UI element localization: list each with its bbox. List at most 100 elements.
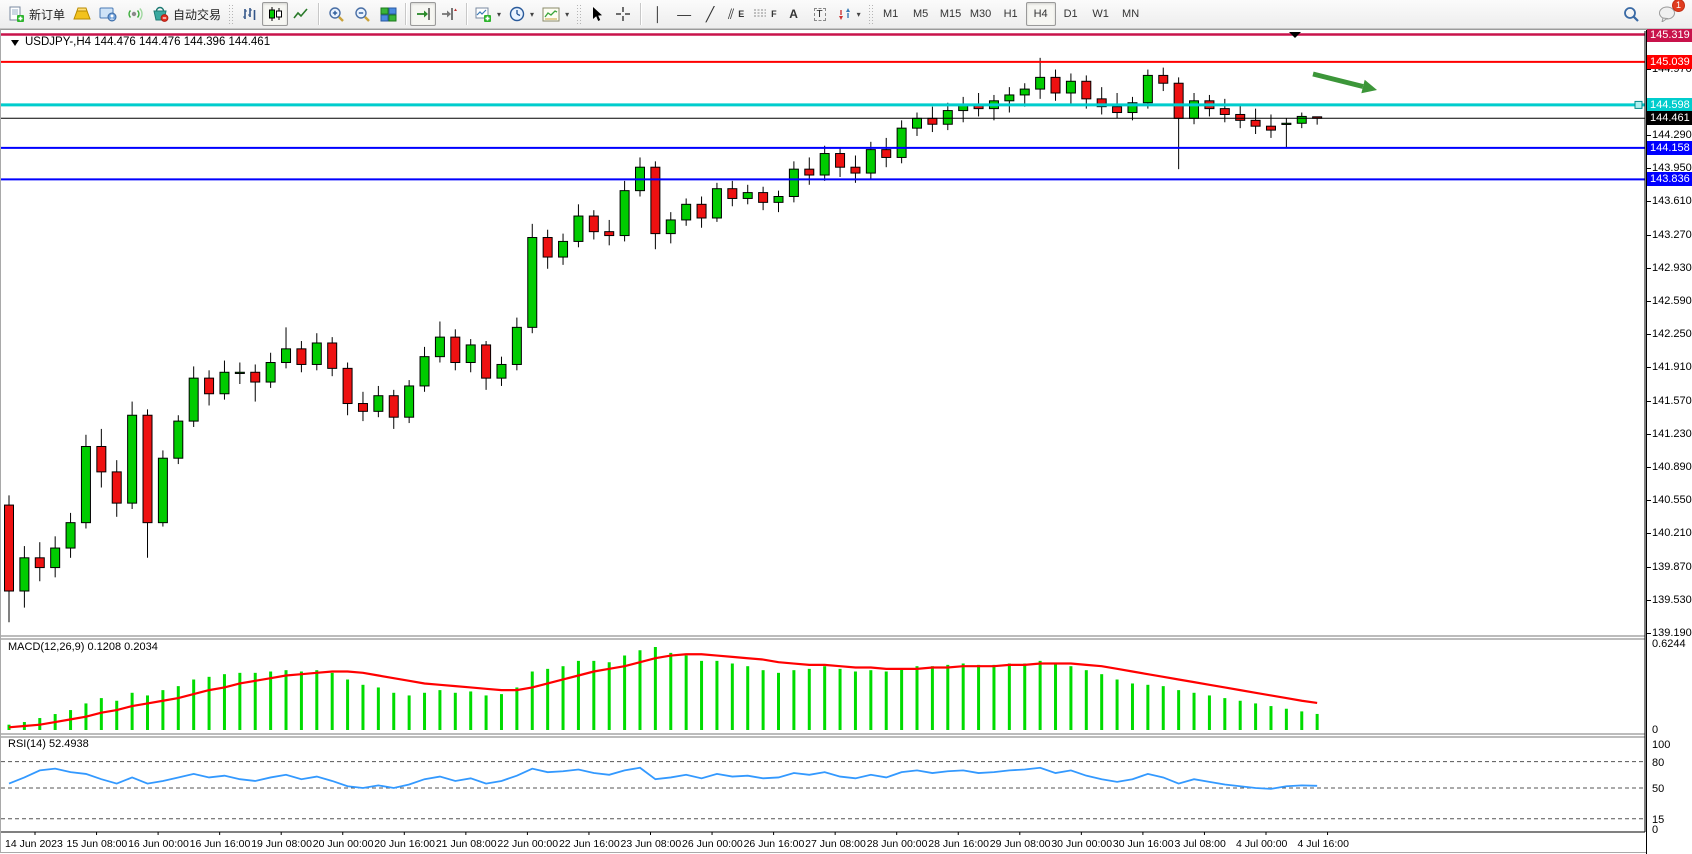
price-badge-support-blue-1: 144.158	[1647, 140, 1692, 155]
chart-title-row: USDJPY-,H4 144.476 144.476 144.396 144.4…	[11, 36, 270, 48]
trendline-tool-button[interactable]: ╱	[697, 2, 723, 26]
bar-chart-button[interactable]	[236, 2, 262, 26]
candle-body	[281, 348, 292, 364]
price-tick-label: 139.870	[1652, 560, 1692, 573]
text-label-tool-button[interactable]: T	[807, 2, 833, 26]
new-order-icon	[9, 6, 24, 22]
timeframe-m1-button[interactable]: M1	[882, 8, 899, 20]
candle-body	[50, 547, 61, 569]
candlestick-chart-button[interactable]	[262, 2, 289, 26]
time-axis-label: 28 Jun 16:00	[928, 838, 989, 850]
chart-window[interactable]: USDJPY-,H4 144.476 144.476 144.396 144.4…	[0, 27, 1692, 854]
price-tick-label: 142.590	[1652, 294, 1692, 307]
cursor-tool-button[interactable]	[584, 2, 610, 26]
new-order-button[interactable]: 新订单	[4, 2, 69, 26]
candle-body	[404, 385, 415, 418]
dropdown-caret-icon: ▾	[497, 9, 502, 19]
toolbar-grip	[576, 4, 582, 24]
trendline-icon: ╱	[705, 6, 715, 22]
price-tick-label: 142.250	[1652, 328, 1692, 341]
candle-body	[496, 363, 507, 379]
hline-selection-handle[interactable]	[1634, 100, 1643, 109]
price-tick-label: 140.890	[1652, 460, 1692, 473]
crosshair-tool-button[interactable]	[610, 2, 636, 26]
candle-body	[1004, 94, 1015, 102]
green-trend-arrow-head[interactable]	[1361, 79, 1377, 94]
timeframe-w1-button[interactable]: W1	[1092, 8, 1109, 20]
timeframe-m15-button[interactable]: M15	[939, 8, 962, 20]
candle-body	[204, 377, 215, 395]
tile-windows-button[interactable]	[375, 2, 401, 26]
candle-body	[1065, 80, 1076, 94]
candle-body	[357, 403, 368, 412]
price-axis[interactable]: 144.970144.290143.950143.610143.270142.9…	[1646, 27, 1692, 854]
candle-body	[434, 336, 445, 358]
channel-tool-button[interactable]: ⫽ E	[723, 2, 749, 26]
candle-body	[1235, 113, 1246, 121]
timeframe-h1-button[interactable]: H1	[1003, 8, 1018, 20]
chat-bubble-icon	[1659, 6, 1675, 22]
candle-body	[558, 240, 569, 258]
line-chart-button[interactable]	[288, 2, 314, 26]
timeframe-mn-button[interactable]: MN	[1122, 8, 1140, 20]
vertical-line-icon: │	[653, 6, 663, 22]
horizontal-line-tool-button[interactable]: —	[671, 2, 697, 26]
gold-button[interactable]	[69, 2, 95, 26]
candle-body	[250, 371, 261, 383]
timeframe-m30-button[interactable]: M30	[969, 8, 992, 20]
autotrade-button[interactable]: 自动交易	[147, 2, 225, 26]
candle-body	[34, 557, 45, 569]
candle-body	[511, 326, 522, 365]
candle-body	[1296, 115, 1307, 124]
signal-button[interactable]	[121, 2, 147, 26]
price-badge-level-cyan: 144.598	[1647, 97, 1692, 112]
toolbar-separator	[405, 3, 407, 25]
macd-layer	[7, 647, 1319, 730]
price-tick-mark	[1647, 433, 1651, 435]
fibo-letter: F	[771, 9, 777, 19]
time-axis-label: 29 Jun 08:00	[989, 838, 1051, 850]
candle-body	[758, 192, 769, 203]
timeframe-m5-button[interactable]: M5	[912, 8, 929, 20]
time-axis-label: 22 Jun 16:00	[558, 838, 620, 850]
candle-body	[1265, 125, 1276, 131]
search-button[interactable]	[1618, 2, 1644, 26]
collapse-triangle-icon[interactable]	[11, 39, 19, 46]
cursor-icon	[593, 7, 603, 21]
template-dropdown[interactable]: ▾	[538, 2, 573, 26]
vertical-line-tool-button[interactable]: │	[645, 2, 671, 26]
black-triangle-marker[interactable]	[1289, 32, 1301, 38]
price-tick-mark	[1647, 599, 1651, 601]
time-axis-label: 20 Jun 16:00	[374, 838, 436, 850]
time-axis-label: 30 Jun 16:00	[1112, 838, 1174, 850]
terminal-icon	[99, 7, 117, 22]
timeframe-d1-button[interactable]: D1	[1063, 8, 1078, 20]
rsi-indicator-label: RSI(14) 52.4938	[8, 738, 89, 750]
candle-body	[619, 190, 630, 237]
price-tick-label: 144.290	[1652, 128, 1692, 141]
time-axis[interactable]: 14 Jun 2023 15 Jun 08:00 16 Jun 00:00 16 Ju…	[1, 834, 1646, 854]
candle-body	[650, 166, 661, 235]
add-indicator-dropdown[interactable]: ▾	[471, 2, 505, 26]
candle-body	[1096, 98, 1107, 108]
green-trend-arrow[interactable]	[1312, 71, 1364, 89]
zoom-out-button[interactable]	[349, 2, 375, 26]
chart-shift-icon	[441, 8, 457, 20]
chart-shift-button[interactable]	[436, 2, 462, 26]
notifications-button[interactable]: 1	[1654, 0, 1685, 26]
candle-body	[1050, 76, 1061, 94]
text-tool-button[interactable]: A	[781, 2, 807, 26]
chart-canvas[interactable]	[1, 30, 1692, 854]
period-dropdown[interactable]: ▾	[505, 2, 538, 26]
price-tick-mark	[1647, 267, 1651, 269]
candle-body	[296, 348, 307, 365]
zoom-in-button[interactable]	[323, 2, 349, 26]
terminal-button[interactable]	[95, 2, 121, 26]
fibonacci-tool-button[interactable]: F	[749, 2, 781, 26]
rsi-scale-0: 0	[1652, 824, 1659, 836]
auto-scroll-button[interactable]	[410, 2, 437, 26]
timeframe-h4-button[interactable]: H4	[1025, 2, 1056, 26]
time-axis-label: 19 Jun 08:00	[251, 838, 312, 850]
candle-body	[681, 203, 692, 221]
arrows-tool-dropdown[interactable]: ▾	[833, 2, 865, 26]
